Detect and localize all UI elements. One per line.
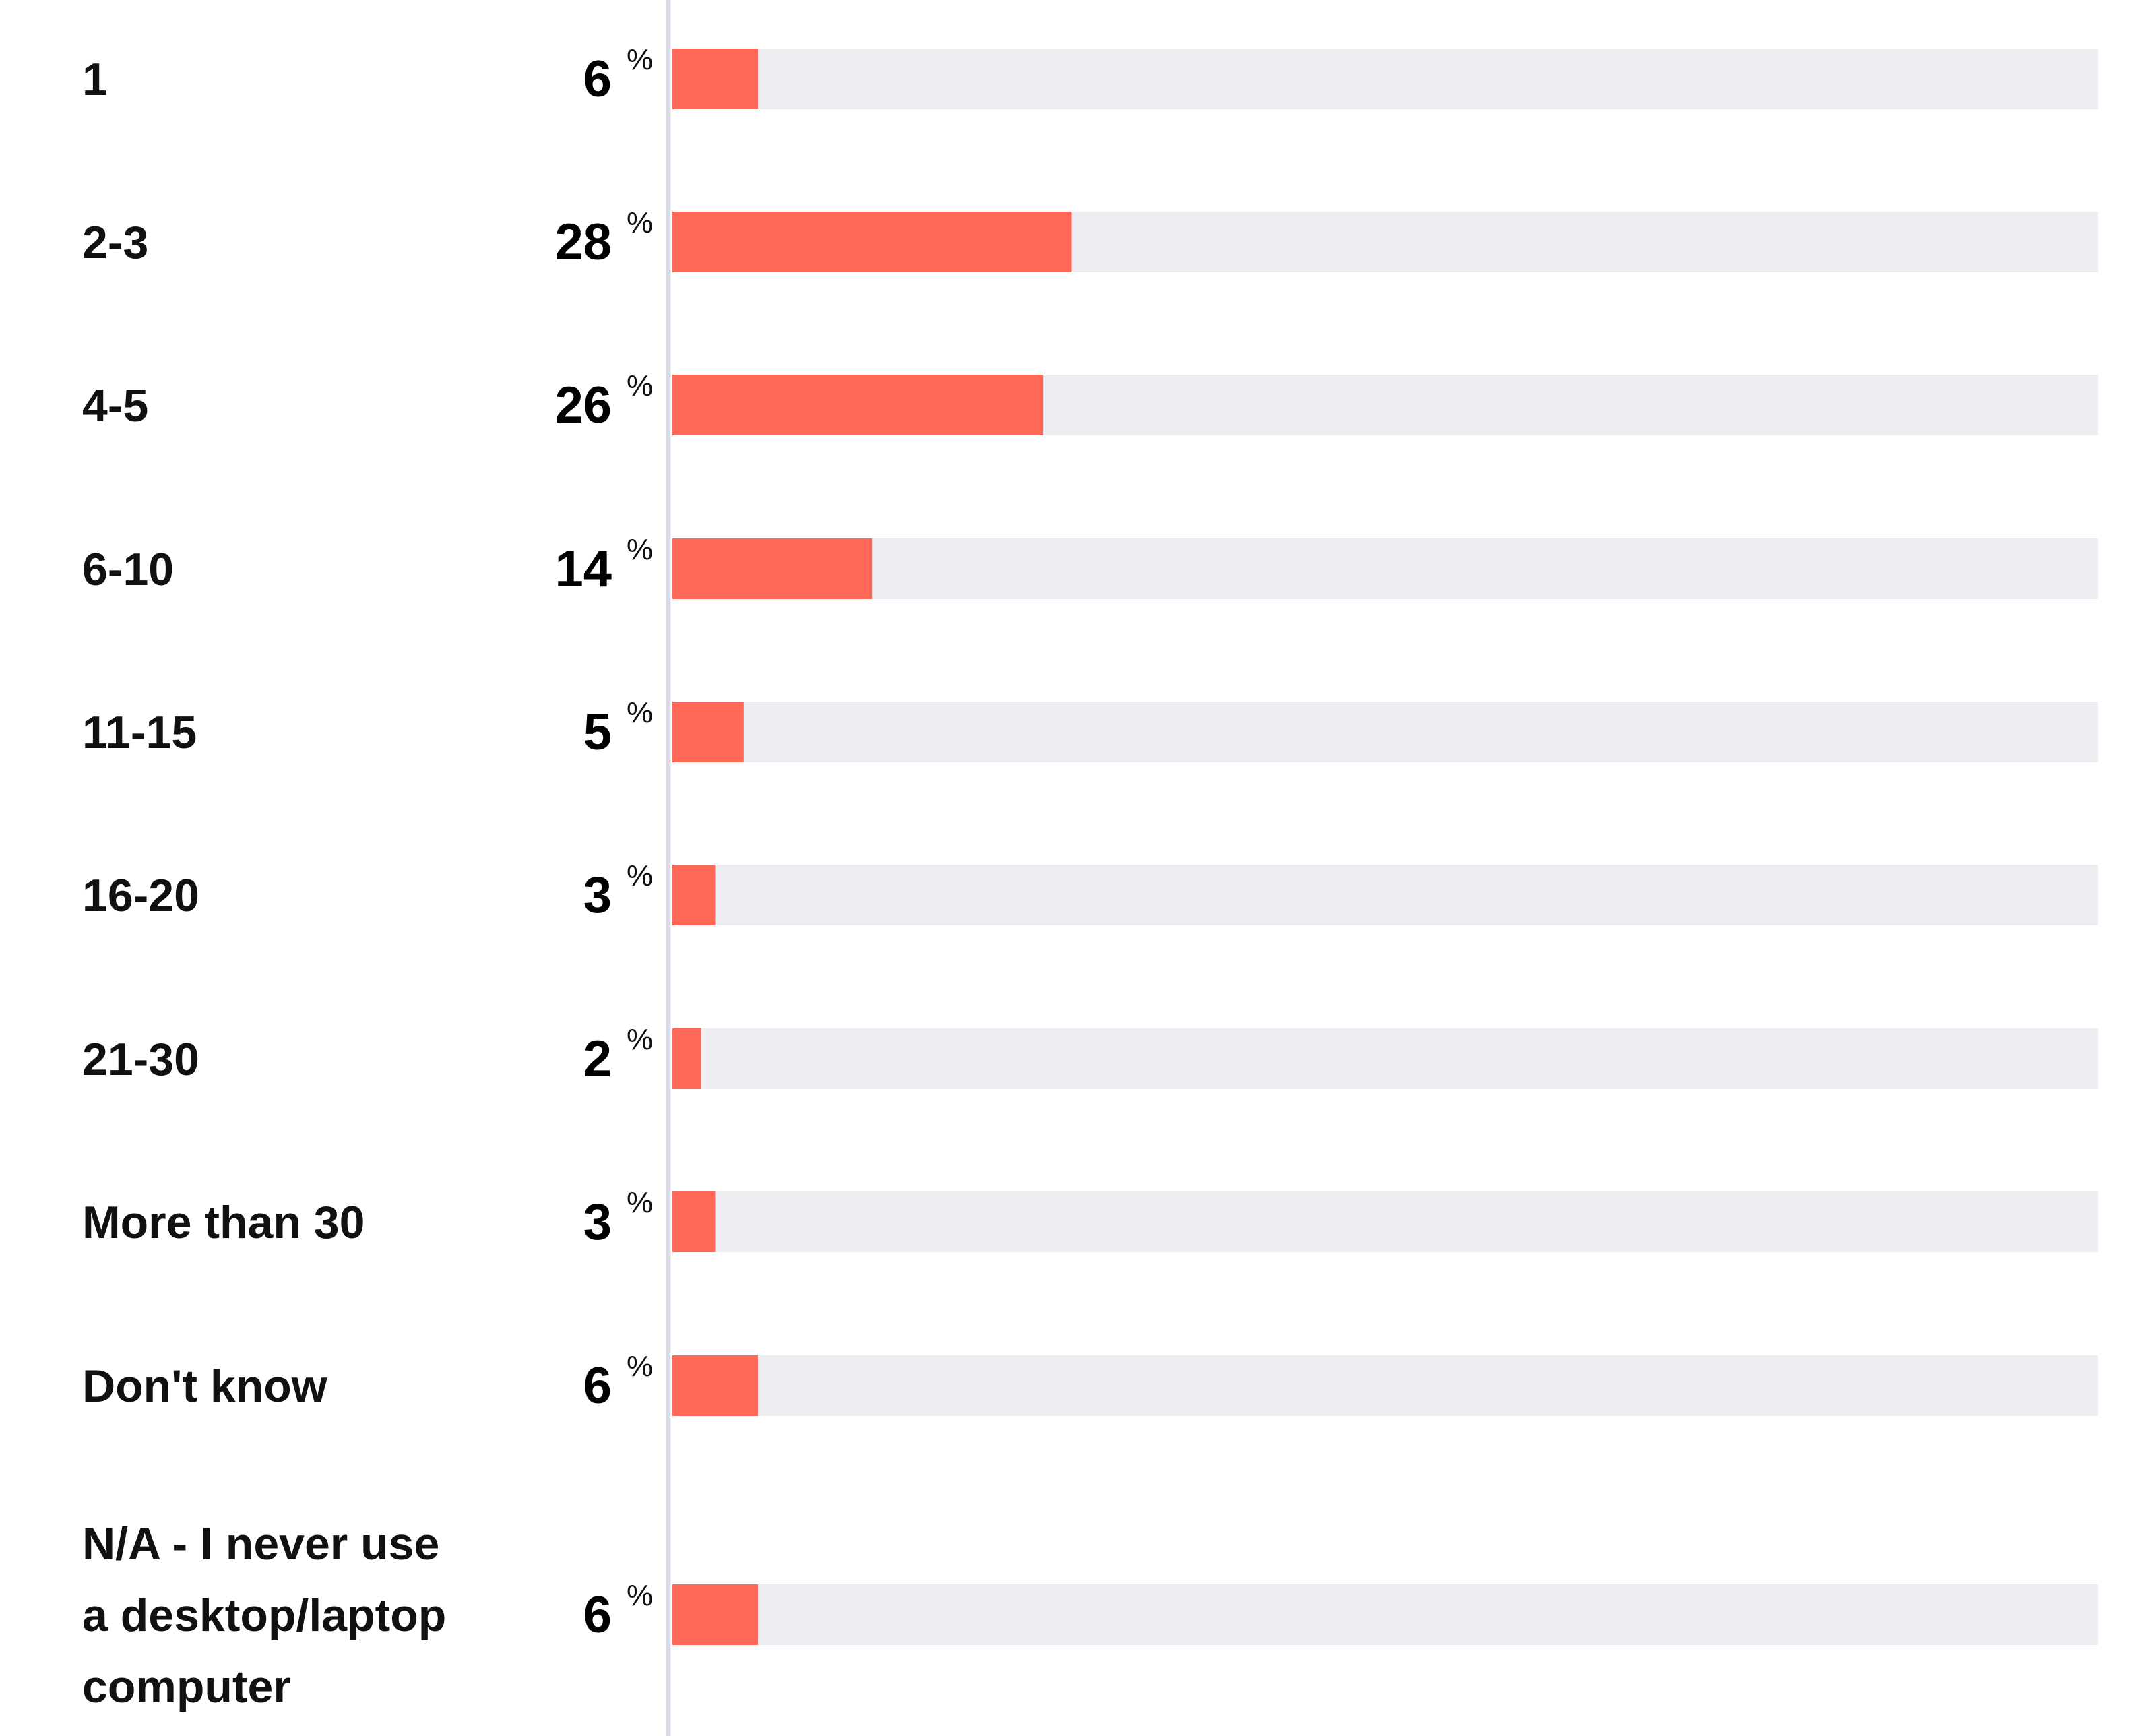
bar xyxy=(672,212,1072,272)
bar xyxy=(672,1191,716,1252)
percent-sign: % xyxy=(627,696,653,729)
bar xyxy=(672,49,758,109)
bar xyxy=(672,865,716,925)
percent-sign: % xyxy=(627,206,653,239)
category-label: computer xyxy=(82,1661,291,1712)
percent-sign: % xyxy=(627,1350,653,1383)
value-label: 5 xyxy=(583,704,612,761)
value-label: 14 xyxy=(554,540,612,598)
bar xyxy=(672,538,873,599)
bar xyxy=(672,1028,701,1089)
value-label: 28 xyxy=(554,214,612,271)
bar-track xyxy=(672,1191,2098,1252)
bar xyxy=(672,702,744,762)
category-label: N/A - I never use xyxy=(82,1518,439,1570)
percent-sign: % xyxy=(627,43,653,76)
category-label: 11-15 xyxy=(82,707,197,758)
category-label: Don't know xyxy=(82,1361,328,1412)
percent-sign: % xyxy=(627,533,653,566)
bar-track xyxy=(672,702,2098,762)
bar xyxy=(672,1355,758,1416)
percent-sign: % xyxy=(627,1186,653,1219)
value-label: 6 xyxy=(583,1586,612,1644)
bars xyxy=(672,49,1072,1645)
category-label: 1 xyxy=(82,54,108,105)
category-label: 2-3 xyxy=(82,217,148,268)
value-label: 6 xyxy=(583,1357,612,1415)
percent-sign: % xyxy=(627,369,653,402)
bar-track xyxy=(672,49,2098,109)
bar-tracks xyxy=(672,49,2098,1645)
bar-track xyxy=(672,1028,2098,1089)
value-label: 6 xyxy=(583,51,612,108)
category-label: More than 30 xyxy=(82,1197,364,1248)
category-label: 16-20 xyxy=(82,870,199,921)
bar-track xyxy=(672,538,2098,599)
category-label: 6-10 xyxy=(82,544,174,595)
category-label: 21-30 xyxy=(82,1034,199,1085)
bar xyxy=(672,1584,758,1645)
bar-track xyxy=(672,1584,2098,1645)
value-labels: 6 % 28 % 26 % 14 % 5 % 3 % 2 % 3 % 6 % 6% xyxy=(554,43,653,1644)
bar-track xyxy=(672,1355,2098,1416)
percent-sign: % xyxy=(627,1579,653,1612)
value-label: 3 xyxy=(583,867,612,924)
percent-sign: % xyxy=(627,859,653,892)
value-label: 3 xyxy=(583,1194,612,1251)
category-label: 4-5 xyxy=(82,380,148,431)
bar xyxy=(672,375,1044,435)
value-label: 26 xyxy=(554,377,612,434)
value-label: 2 xyxy=(583,1030,612,1088)
percent-sign: % xyxy=(627,1023,653,1056)
category-labels: 1 2-3 4-5 6-10 11-15 16-20 21-30 More than 30 Do… xyxy=(82,54,446,1712)
category-label: a desktop/laptop xyxy=(82,1590,446,1641)
bar-track xyxy=(672,865,2098,925)
